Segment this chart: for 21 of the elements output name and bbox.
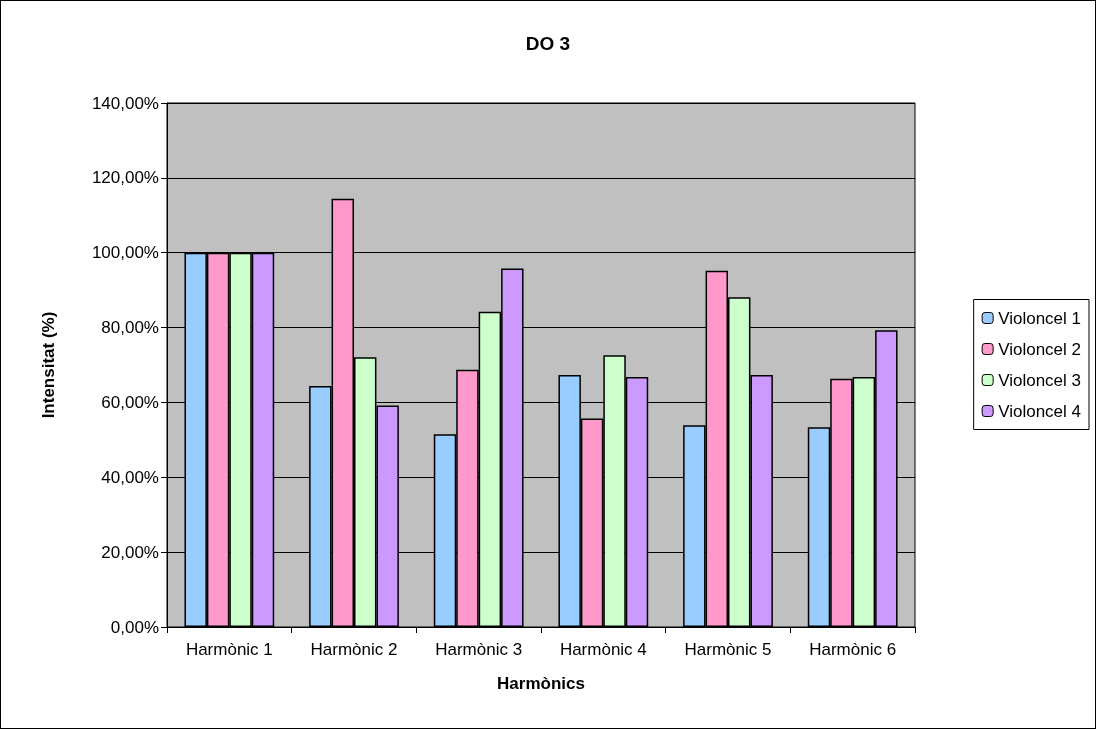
x-tick-label: Harmònic 1 — [185, 640, 273, 659]
y-tick-label: 140,00% — [91, 93, 159, 113]
y-tick-label: 40,00% — [101, 467, 159, 487]
x-tick-label: Harmònic 2 — [310, 640, 398, 659]
y-tick-label: 100,00% — [91, 243, 159, 263]
legend-label: Violoncel 1 — [998, 308, 1081, 328]
legend-label: Violoncel 4 — [998, 401, 1081, 421]
chart-title: DO 3 — [525, 33, 571, 54]
y-tick-label: 120,00% — [91, 168, 159, 188]
y-axis-title: Intensitat (%) — [39, 311, 58, 419]
legend-label: Violoncel 2 — [998, 339, 1081, 359]
x-tick-label: Harmònic 3 — [435, 640, 523, 659]
x-tick-label: Harmònic 4 — [559, 640, 647, 659]
legend-label: Violoncel 3 — [998, 370, 1081, 390]
x-tick-label: Harmònic 6 — [809, 640, 897, 659]
x-axis-title: Harmònics — [497, 674, 585, 693]
y-tick-label: 80,00% — [101, 318, 159, 338]
x-tick-label: Harmònic 5 — [684, 640, 772, 659]
y-tick-label: 20,00% — [101, 542, 159, 562]
y-tick-label: 0,00% — [110, 617, 159, 637]
y-tick-label: 60,00% — [101, 392, 159, 412]
